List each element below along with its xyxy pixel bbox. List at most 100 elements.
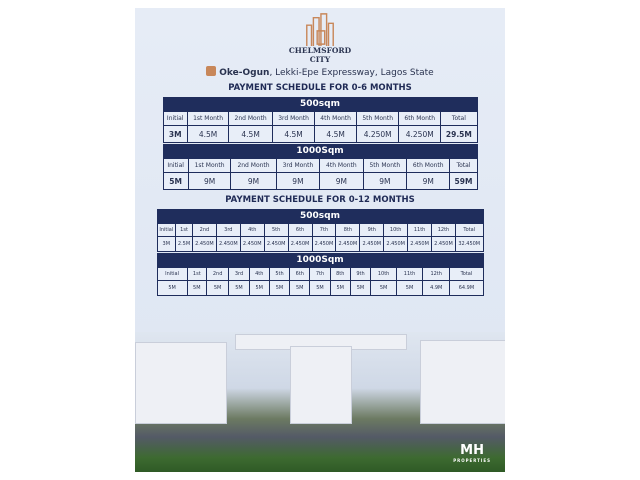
payment-cell: 2.450M	[431, 236, 456, 252]
payment-cell: 9M	[187, 172, 232, 190]
column-header: 8th	[329, 267, 351, 281]
column-header: 1st Month	[186, 111, 230, 126]
payment-cell: 9M	[230, 172, 277, 190]
column-header: 1st	[175, 223, 193, 237]
payment-cell: 5M	[309, 280, 331, 296]
payment-cell: 2.5M	[175, 236, 193, 252]
schedule-6-title: PAYMENT SCHEDULE FOR 0-6 MONTHS	[228, 83, 412, 93]
column-header: 2nd Month	[230, 158, 277, 173]
column-header: 4th	[248, 267, 270, 281]
column-header: Total	[454, 223, 484, 237]
payment-cell: 9M	[362, 172, 408, 190]
column-header: Initial	[156, 223, 177, 237]
column-header: 3rd Month	[275, 158, 321, 173]
payment-cell: 2.450M	[383, 236, 409, 252]
payment-cell: 9M	[406, 172, 451, 190]
column-header: 1st	[186, 267, 207, 281]
column-header: 2nd	[191, 223, 217, 237]
column-header: 1st Month	[187, 158, 232, 173]
payment-cell: 2.450M	[263, 236, 289, 252]
plan-size-header: 1000Sqm	[162, 144, 478, 159]
payment-cell: 4.5M	[186, 125, 230, 143]
column-header: 2nd Month	[228, 111, 274, 126]
column-header: 11th	[407, 223, 433, 237]
schedule-6-1000-table: 1000Sqm Initial 1st Month 2nd Month 3rd Mont…	[162, 144, 478, 190]
building-logo-icon	[306, 13, 334, 46]
column-header: 4th	[239, 223, 265, 237]
column-header: 2nd	[205, 267, 230, 281]
location: Oke-Ogun, Lekki-Epe Expressway, Lagos St…	[135, 66, 505, 79]
column-header: 5th Month	[356, 111, 400, 126]
payment-cell: 2.450M	[239, 236, 265, 252]
schedule-12-500-table: 500sqm Initial 1st 2nd 3rd 4th 5th 6th 7th 8th 9th…	[156, 209, 484, 252]
column-header: 5th	[268, 267, 291, 281]
column-header: 9th	[349, 267, 372, 281]
payment-cell: 2.450M	[191, 236, 217, 252]
payment-cell: 5M	[349, 280, 372, 296]
payment-cell: 2.450M	[215, 236, 241, 252]
payment-cell: 5M	[248, 280, 270, 296]
column-header: Initial	[156, 267, 188, 281]
plan-size-header: 500sqm	[156, 209, 484, 224]
payment-cell: 5M	[162, 172, 189, 190]
plan-size-header: 1000Sqm	[156, 253, 484, 268]
column-header: 7th	[311, 223, 337, 237]
payment-cell: 5M	[156, 280, 188, 296]
schedule-6-500-table: 500sqm Initial 1st Month 2nd Month 3rd Month…	[162, 97, 478, 143]
column-header: Total	[449, 267, 484, 281]
schedule-12-title: PAYMENT SCHEDULE FOR 0-12 MONTHS	[225, 195, 415, 205]
payment-cell: 4.5M	[228, 125, 274, 143]
location-area: Oke-Ogun	[219, 68, 270, 78]
payment-cell: 5M	[186, 280, 207, 296]
payment-cell: 2.450M	[287, 236, 313, 252]
column-header: Initial	[162, 158, 189, 173]
column-header: 3rd	[228, 267, 250, 281]
column-header: 7th	[309, 267, 331, 281]
column-header: 4th Month	[314, 111, 358, 126]
payment-cell: 4.250M	[356, 125, 400, 143]
payment-cell: 29.5M	[440, 125, 478, 143]
plan-size-header: 500sqm	[162, 97, 478, 112]
logo-subtext: PROPERTIES	[453, 458, 491, 463]
payment-cell: 2.450M	[359, 236, 385, 252]
column-header: 6th Month	[406, 158, 451, 173]
payment-cell: 4.5M	[272, 125, 316, 143]
payment-cell: 9M	[275, 172, 321, 190]
column-header: Initial	[162, 111, 188, 126]
payment-cell: 32.450M	[454, 236, 484, 252]
payment-cell: 4.9M	[422, 280, 451, 296]
payment-cell: 2.450M	[311, 236, 337, 252]
column-header: 5th	[263, 223, 289, 237]
mh-properties-logo: MH PROPERTIES	[453, 444, 491, 464]
payment-cell: 5M	[329, 280, 351, 296]
payment-cell: 5M	[268, 280, 291, 296]
column-header: Total	[449, 158, 478, 173]
column-header: 12th	[431, 223, 456, 237]
column-header: 3rd	[215, 223, 241, 237]
flyer: MH PROPERTIES CHELMSFORD CITY Oke-Ogun, L…	[135, 8, 505, 472]
column-header: 9th	[359, 223, 385, 237]
payment-cell: 59M	[449, 172, 478, 190]
payment-cell: 5M	[205, 280, 230, 296]
payment-cell: 3M	[162, 125, 188, 143]
estate-gate-image: MH PROPERTIES	[135, 332, 505, 472]
column-header: Total	[440, 111, 478, 126]
column-header: 10th	[370, 267, 398, 281]
location-rest: , Lekki-Epe Expressway, Lagos State	[269, 68, 434, 78]
payment-cell: 5M	[370, 280, 398, 296]
column-header: 6th Month	[398, 111, 442, 126]
column-header: 8th	[335, 223, 361, 237]
column-header: 4th Month	[319, 158, 364, 173]
column-header: 10th	[383, 223, 409, 237]
column-header: 11th	[396, 267, 424, 281]
payment-cell: 5M	[289, 280, 311, 296]
column-header: 6th	[287, 223, 313, 237]
column-header: 6th	[289, 267, 311, 281]
column-header: 5th Month	[362, 158, 408, 173]
payment-cell: 4.250M	[398, 125, 442, 143]
payment-cell: 3M	[156, 236, 177, 252]
payment-cell: 5M	[396, 280, 424, 296]
payment-cell: 5M	[228, 280, 250, 296]
location-pin-icon	[206, 66, 217, 76]
payment-cell: 2.450M	[335, 236, 361, 252]
